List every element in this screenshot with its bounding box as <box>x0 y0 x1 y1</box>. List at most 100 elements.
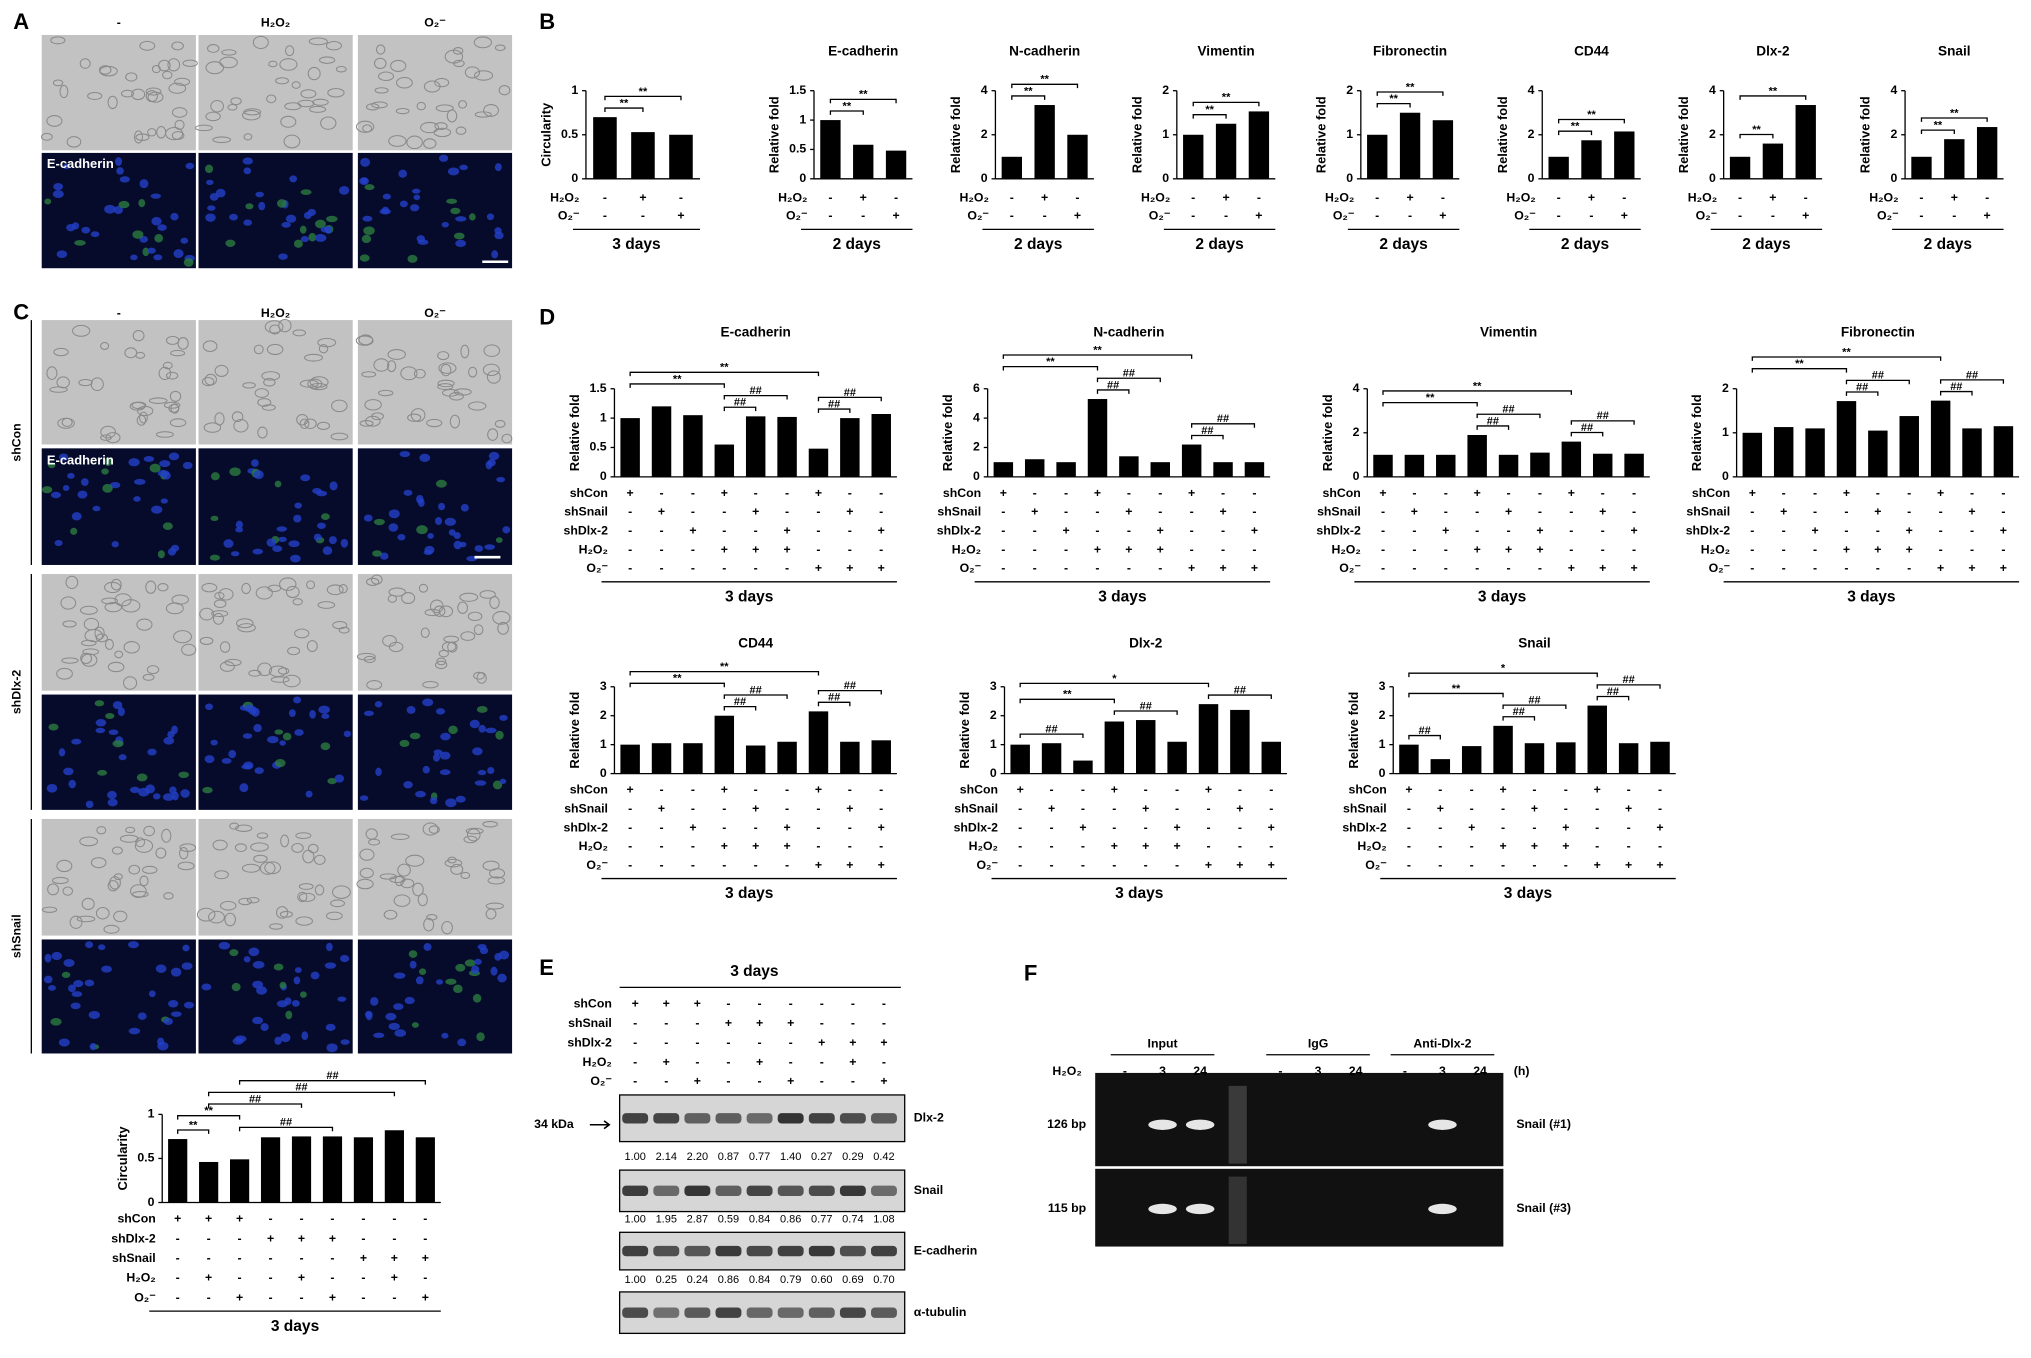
nucleus <box>340 538 349 548</box>
condition-sign: + <box>1749 486 1756 500</box>
nucleus <box>258 201 266 211</box>
cell-outline <box>90 857 107 869</box>
nucleus <box>474 545 484 552</box>
bar <box>1581 140 1602 179</box>
band-quantification: 0.86 <box>718 1274 739 1286</box>
condition-sign: - <box>423 1212 427 1226</box>
blot-band <box>871 1113 897 1124</box>
bar <box>683 415 703 477</box>
condition-sign: - <box>754 561 758 575</box>
nucleus <box>444 517 456 526</box>
row-group-label: shCon <box>9 423 23 461</box>
cell-outline <box>441 920 453 935</box>
nucleus <box>415 976 424 985</box>
cell-outline <box>363 655 376 663</box>
condition-name: shSnail <box>937 505 981 519</box>
nucleus <box>182 461 193 470</box>
nucleus <box>365 1011 373 1021</box>
nucleus <box>95 718 107 727</box>
condition-sign: - <box>423 1231 427 1245</box>
nucleus <box>206 179 214 186</box>
condition-sign: + <box>1937 486 1944 500</box>
nucleus <box>455 216 467 222</box>
cell-outline <box>111 846 123 855</box>
condition-sign: - <box>1939 542 1943 556</box>
cell-outline <box>291 843 304 853</box>
condition-sign: - <box>848 486 852 500</box>
condition-sign: - <box>1658 783 1662 797</box>
lane-label: - <box>1278 1064 1282 1078</box>
cell-outline <box>373 358 390 372</box>
band-quantification: 0.79 <box>780 1274 801 1286</box>
cell-outline <box>304 418 317 430</box>
nucleus <box>374 701 383 708</box>
nucleus <box>375 767 382 777</box>
cell-outline <box>279 910 293 918</box>
cell-outline <box>359 848 375 861</box>
cell-outline <box>448 392 464 401</box>
y-tick-label: 4 <box>1528 83 1535 97</box>
bar <box>1261 741 1282 774</box>
nucleus <box>234 1035 247 1043</box>
marker-arrow <box>589 1120 611 1130</box>
condition-sign: + <box>846 801 853 815</box>
nucleus <box>388 523 399 532</box>
nucleus <box>267 735 279 744</box>
y-tick-label: 0 <box>1890 171 1897 185</box>
x-axis-label: 2 days <box>1195 236 1243 253</box>
nucleus <box>427 533 434 539</box>
bar <box>1167 741 1187 774</box>
bar <box>1762 143 1784 179</box>
cell-outline <box>295 832 312 840</box>
condition-sign: - <box>1407 839 1411 853</box>
condition-sign: - <box>848 820 852 834</box>
bar <box>631 132 655 179</box>
cell-outline <box>407 413 422 422</box>
condition-sign: + <box>1437 801 1444 815</box>
condition-sign: - <box>722 561 726 575</box>
condition-sign: - <box>1658 801 1662 815</box>
condition-name: O₂⁻ <box>1877 209 1899 223</box>
condition-sign: - <box>2001 505 2005 519</box>
condition-sign: + <box>1505 505 1512 519</box>
condition-sign: - <box>1738 191 1742 205</box>
nucleus <box>359 254 370 262</box>
nucleus <box>492 780 503 790</box>
condition-sign: - <box>1127 561 1131 575</box>
significance-bracket <box>238 1080 426 1085</box>
nucleus <box>117 707 125 717</box>
bar <box>1399 112 1421 179</box>
condition-sign: + <box>1656 820 1663 834</box>
condition-sign: + <box>1843 542 1850 556</box>
nucleus <box>399 739 410 748</box>
condition-sign: - <box>1627 839 1631 853</box>
condition-sign: + <box>1188 486 1195 500</box>
cell-outline <box>62 886 74 896</box>
band-quantification: 0.70 <box>873 1274 894 1286</box>
condition-sign: - <box>1050 820 1054 834</box>
fluorescence-image <box>198 152 353 269</box>
condition-name: shSnail <box>954 801 998 815</box>
y-tick-label: 4 <box>1353 381 1360 395</box>
nucleus <box>63 767 74 776</box>
cell-outline <box>61 417 73 427</box>
bar <box>1836 401 1857 477</box>
condition-sign: - <box>722 524 726 538</box>
nucleus <box>266 538 277 547</box>
y-axis-label: Relative fold <box>940 394 955 471</box>
nucleus <box>101 468 109 475</box>
band-quantification: 1.40 <box>780 1151 801 1163</box>
significance-bracket <box>1845 379 1910 385</box>
nucleus <box>361 234 372 244</box>
condition-sign: - <box>1112 820 1116 834</box>
condition-sign: + <box>1188 561 1195 575</box>
nucleus <box>170 212 179 221</box>
significance-bracket <box>604 95 682 101</box>
nucleus <box>289 175 298 183</box>
blot-band <box>871 1185 897 1197</box>
condition-sign: - <box>722 801 726 815</box>
bar <box>620 418 640 477</box>
cell-outline <box>211 610 229 618</box>
cell-outline <box>135 351 146 359</box>
condition-sign: - <box>361 1212 365 1226</box>
